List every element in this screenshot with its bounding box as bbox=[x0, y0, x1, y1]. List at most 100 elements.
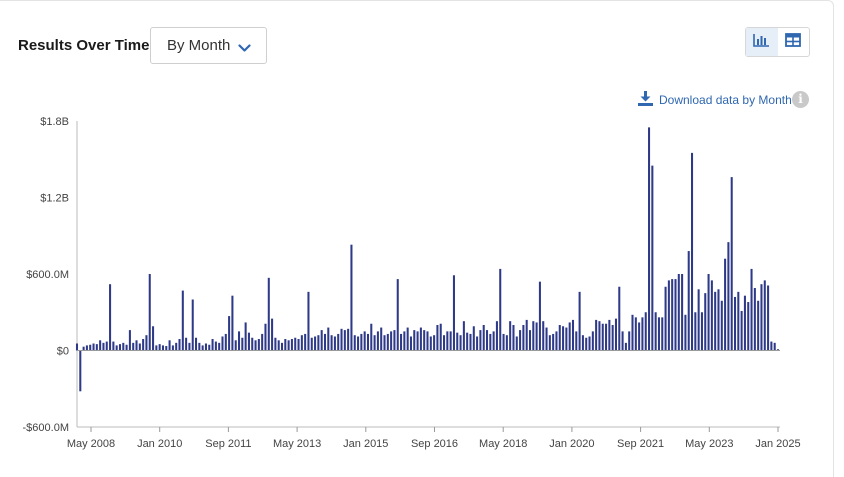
bar[interactable] bbox=[519, 330, 522, 351]
bar[interactable] bbox=[383, 335, 386, 351]
bar[interactable] bbox=[175, 342, 178, 351]
bar[interactable] bbox=[337, 333, 340, 351]
bar[interactable] bbox=[770, 341, 773, 351]
bar[interactable] bbox=[439, 323, 442, 351]
bar[interactable] bbox=[515, 336, 518, 351]
bar[interactable] bbox=[251, 337, 254, 351]
bar[interactable] bbox=[198, 342, 201, 351]
bar[interactable] bbox=[112, 341, 115, 351]
chart-view-button[interactable] bbox=[746, 28, 778, 56]
bar[interactable] bbox=[525, 319, 528, 351]
bar[interactable] bbox=[611, 325, 614, 351]
bar[interactable] bbox=[512, 325, 515, 351]
bar[interactable] bbox=[390, 331, 393, 351]
bar[interactable] bbox=[730, 177, 733, 351]
bar[interactable] bbox=[363, 331, 366, 351]
bar[interactable] bbox=[657, 317, 660, 351]
bar[interactable] bbox=[581, 335, 584, 351]
bar[interactable] bbox=[191, 299, 194, 351]
bar[interactable] bbox=[161, 345, 164, 351]
bar[interactable] bbox=[753, 288, 756, 351]
bar[interactable] bbox=[740, 310, 743, 351]
bar[interactable] bbox=[409, 336, 412, 351]
bar[interactable] bbox=[489, 333, 492, 351]
bar[interactable] bbox=[588, 336, 591, 351]
bar[interactable] bbox=[416, 331, 419, 351]
bar[interactable] bbox=[158, 344, 161, 351]
bar[interactable] bbox=[667, 280, 670, 351]
bar[interactable] bbox=[142, 339, 145, 351]
bar[interactable] bbox=[257, 339, 260, 351]
bar[interactable] bbox=[773, 342, 776, 351]
bar[interactable] bbox=[89, 344, 92, 351]
bar[interactable] bbox=[545, 327, 548, 351]
bar[interactable] bbox=[565, 327, 568, 351]
bar[interactable] bbox=[479, 330, 482, 351]
bar[interactable] bbox=[528, 330, 532, 351]
bar[interactable] bbox=[449, 331, 452, 351]
bar[interactable] bbox=[687, 251, 690, 351]
bar[interactable] bbox=[495, 321, 498, 351]
bar[interactable] bbox=[102, 342, 105, 351]
bar[interactable] bbox=[274, 337, 277, 351]
bar[interactable] bbox=[82, 346, 85, 351]
bar[interactable] bbox=[727, 242, 730, 351]
bar[interactable] bbox=[558, 325, 561, 351]
bar[interactable] bbox=[353, 335, 356, 351]
bar[interactable] bbox=[400, 333, 403, 351]
bar[interactable] bbox=[287, 340, 290, 351]
bar[interactable] bbox=[294, 337, 297, 351]
bar[interactable] bbox=[750, 268, 753, 351]
bar[interactable] bbox=[188, 342, 191, 351]
bar[interactable] bbox=[562, 326, 565, 351]
bar[interactable] bbox=[446, 331, 449, 351]
bar[interactable] bbox=[148, 274, 151, 351]
bar[interactable] bbox=[677, 274, 680, 351]
bar[interactable] bbox=[95, 344, 98, 351]
bar[interactable] bbox=[476, 336, 479, 351]
bar[interactable] bbox=[238, 331, 241, 351]
bar[interactable] bbox=[538, 281, 541, 351]
bar[interactable] bbox=[396, 279, 399, 351]
bar[interactable] bbox=[697, 289, 700, 351]
bar[interactable] bbox=[638, 322, 641, 351]
bar[interactable] bbox=[641, 317, 644, 351]
bar[interactable] bbox=[135, 340, 138, 351]
bar[interactable] bbox=[459, 335, 462, 351]
bar[interactable] bbox=[264, 323, 267, 351]
bar[interactable] bbox=[370, 323, 373, 351]
bar[interactable] bbox=[674, 279, 677, 351]
bar[interactable] bbox=[548, 335, 551, 351]
bar[interactable] bbox=[333, 336, 336, 351]
bar[interactable] bbox=[552, 333, 555, 351]
bar[interactable] bbox=[271, 318, 274, 351]
bar[interactable] bbox=[767, 285, 770, 351]
bar[interactable] bbox=[228, 316, 231, 351]
bar[interactable] bbox=[419, 327, 422, 351]
bar[interactable] bbox=[168, 340, 171, 351]
bar[interactable] bbox=[310, 337, 313, 351]
bar[interactable] bbox=[499, 268, 502, 351]
bar[interactable] bbox=[423, 330, 426, 351]
bar[interactable] bbox=[195, 337, 198, 351]
bar[interactable] bbox=[155, 345, 158, 351]
bar[interactable] bbox=[591, 331, 594, 351]
bar[interactable] bbox=[261, 333, 264, 351]
download-link[interactable]: Download data by Month bbox=[637, 90, 792, 110]
bar[interactable] bbox=[105, 341, 108, 351]
bar[interactable] bbox=[710, 280, 713, 351]
bar[interactable] bbox=[224, 333, 227, 351]
bar[interactable] bbox=[585, 337, 588, 351]
bar[interactable] bbox=[575, 331, 578, 351]
bar[interactable] bbox=[386, 333, 389, 351]
bar[interactable] bbox=[624, 342, 627, 351]
bar[interactable] bbox=[165, 346, 168, 351]
bar[interactable] bbox=[628, 331, 631, 351]
bar[interactable] bbox=[443, 335, 446, 351]
bar[interactable] bbox=[717, 289, 720, 351]
table-view-button[interactable] bbox=[778, 28, 810, 56]
bar[interactable] bbox=[128, 330, 131, 351]
bar[interactable] bbox=[532, 321, 535, 351]
bar[interactable] bbox=[125, 344, 128, 351]
bar[interactable] bbox=[304, 333, 307, 351]
